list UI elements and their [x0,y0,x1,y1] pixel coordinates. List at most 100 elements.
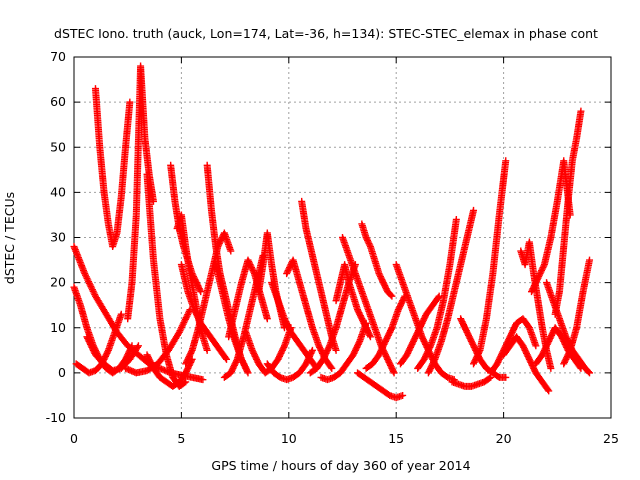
x-tick-label: 15 [388,431,404,446]
data-point [82,273,90,281]
data-point [85,278,93,286]
data-point [81,270,89,278]
y-tick-label: 60 [50,94,66,109]
data-point [586,256,594,264]
data-point [328,364,336,372]
data-point [545,387,553,395]
data-point [82,271,90,279]
data-point [180,319,188,327]
data-point [244,369,252,377]
data-point [104,348,112,356]
data-point [134,342,142,350]
data-point [452,215,460,223]
data-point [399,391,407,399]
data-point [181,315,189,323]
data-point [544,386,552,394]
data-point [502,157,510,165]
data-point [243,367,251,375]
chart-title: dSTEC Iono. truth (auck, Lon=174, Lat=-3… [54,26,598,41]
x-tick-label: 0 [70,431,78,446]
data-point [178,323,186,331]
data-point [86,281,94,289]
data-point [387,291,395,299]
data-point [182,314,190,322]
data-point [233,357,241,365]
y-tick-label: 50 [50,139,66,154]
x-tick-labels: 0 5 10 15 20 25 [70,431,619,446]
data-point [83,274,91,282]
data-point [280,343,288,351]
data-point [178,322,186,330]
x-tick-label: 5 [177,431,185,446]
data-point [263,315,271,323]
data-point [547,364,555,372]
data-point [203,346,211,354]
data-point [430,357,438,365]
data-point [128,342,136,350]
data-point [183,312,191,320]
data-point [84,276,92,284]
data-point [389,367,397,375]
y-tick-label: 10 [50,320,66,335]
data-point [390,369,398,377]
data-point [199,376,207,384]
data-point [127,343,135,351]
data-point [250,268,258,276]
data-point [181,317,189,325]
x-axis-label: GPS time / hours of day 360 of year 2014 [211,458,470,473]
data-point [388,292,396,300]
data-point [355,339,363,347]
y-tick-label: 0 [58,365,66,380]
data-point [187,348,195,356]
x-tick-label: 25 [603,431,619,446]
data-point [182,378,190,386]
data-point [126,98,134,106]
data-point [88,286,96,294]
data-point [502,373,510,381]
data-points [70,62,594,402]
data-point [177,325,185,333]
y-tick-label: 40 [50,184,66,199]
data-point [223,355,231,363]
data-point [586,369,594,377]
data-point [308,348,316,356]
data-point [577,107,585,115]
data-point [485,374,493,382]
data-point [227,247,235,255]
y-axis-label: dSTEC / TECUs [2,192,17,284]
data-point [308,346,316,354]
x-tick-label: 20 [496,431,512,446]
data-point [133,343,141,351]
data-point [184,309,192,317]
data-point [387,325,395,333]
data-point [332,346,340,354]
y-tick-label: 30 [50,230,66,245]
y-tick-labels: -10 0 10 20 30 40 50 60 70 [46,49,66,425]
data-point [175,328,183,336]
data-point [184,311,192,319]
y-tick-label: 20 [50,275,66,290]
data-point [88,284,96,292]
data-point [90,289,98,297]
y-tick-label: -10 [46,410,66,425]
data-point [532,342,540,350]
data-point [584,368,592,376]
data-point [325,343,333,351]
data-point [565,348,573,356]
data-point [222,354,230,362]
data-point [366,331,374,339]
data-point [117,310,125,318]
data-point [197,288,205,296]
x-tick-label: 10 [281,431,297,446]
data-point [180,379,188,387]
data-point [475,348,483,356]
data-point [426,343,434,351]
data-point [176,327,184,335]
data-point [327,363,335,371]
data-point [89,287,97,295]
data-point [179,320,187,328]
data-point [470,206,478,214]
data-point [366,241,374,249]
axis-ticks [73,56,612,419]
